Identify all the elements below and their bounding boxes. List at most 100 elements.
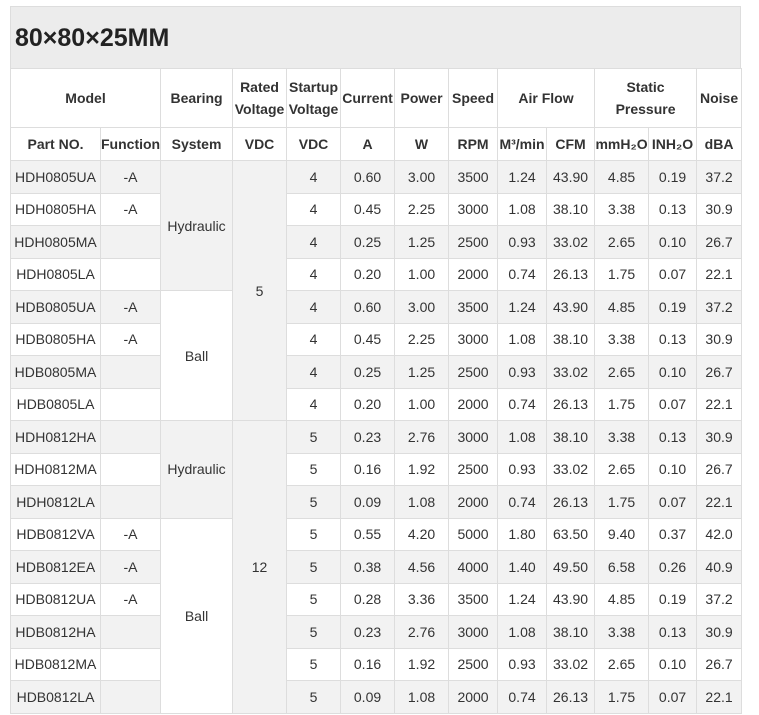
rated-voltage: 5 — [232, 160, 288, 421]
header-cell: Static Pressure — [594, 68, 698, 128]
table-row: HDB0805UA -A Ball 4 0.60 3.00 3500 1.24 43.90 4.8… — [10, 290, 743, 421]
value: 3000 — [448, 192, 499, 226]
bearing-system: Hydraulic — [160, 160, 234, 291]
value: 0.38 — [340, 550, 396, 584]
function — [99, 615, 162, 649]
value: 3.38 — [594, 615, 650, 649]
value: 2.76 — [394, 615, 450, 649]
value: 4.85 — [594, 582, 650, 616]
table-row: HDB0812EA -A 5 0.38 4.56 4000 1.40 49.50 6.58 0.2… — [10, 550, 743, 584]
value: 26.13 — [546, 257, 596, 291]
value: 22.1 — [696, 387, 743, 421]
table-row: HDH0812HA Hydraulic 12 5 0.23 2.76 3000 1.08 38.… — [10, 420, 743, 714]
header-cell: System — [160, 127, 234, 161]
value: 37.2 — [696, 160, 743, 194]
table-row: HDB0812VA -A Ball 5 0.55 4.20 5000 1.80 63.50 9.4… — [10, 517, 743, 714]
value: 0.10 — [648, 452, 698, 486]
value: 4.85 — [594, 160, 650, 194]
value: 5 — [286, 647, 342, 681]
header-cell: RPM — [448, 127, 499, 161]
value: 3.00 — [394, 160, 450, 194]
value: 1.08 — [497, 322, 548, 356]
value: 1.24 — [497, 290, 548, 324]
value: 33.02 — [546, 355, 596, 389]
value: 0.09 — [340, 485, 396, 519]
bearing-system: Ball — [160, 517, 234, 714]
value: 2000 — [448, 387, 499, 421]
value: 1.75 — [594, 387, 650, 421]
value: 1.92 — [394, 452, 450, 486]
function — [99, 680, 162, 714]
value: 4 — [286, 257, 342, 291]
value: 3500 — [448, 290, 499, 324]
header-cell: mmH₂O — [594, 127, 650, 161]
value: 0.37 — [648, 517, 698, 551]
value: 26.7 — [696, 452, 743, 486]
table-row: HDH0812MA 5 0.16 1.92 2500 0.93 33.02 2.65 0.10 2… — [10, 452, 743, 486]
value: 0.19 — [648, 290, 698, 324]
part-no: HDB0812VA — [10, 517, 101, 551]
value: 0.16 — [340, 647, 396, 681]
part-no: HDB0805LA — [10, 387, 101, 421]
value: 2.76 — [394, 420, 450, 454]
value: 2.65 — [594, 452, 650, 486]
function: -A — [99, 160, 162, 194]
value: 5 — [286, 485, 342, 519]
value: 3000 — [448, 322, 499, 356]
bearing-system: Ball — [160, 290, 234, 421]
value: 2500 — [448, 647, 499, 681]
value: 63.50 — [546, 517, 596, 551]
value: 2500 — [448, 452, 499, 486]
value: 38.10 — [546, 192, 596, 226]
value: 5 — [286, 680, 342, 714]
table-row: Model Bearing Rated Voltage Startup Voltage… — [9, 68, 743, 128]
header-cell: Part NO. — [10, 127, 101, 161]
header-cell: Speed — [448, 68, 499, 128]
function: -A — [99, 517, 162, 551]
header-cell: A — [340, 127, 396, 161]
table-row: HDB0812LA 5 0.09 1.08 2000 0.74 26.13 1.75 0.07 2… — [10, 680, 743, 714]
value: 0.45 — [340, 192, 396, 226]
header-cell: VDC — [232, 127, 288, 161]
value: 5000 — [448, 517, 499, 551]
value: 0.19 — [648, 160, 698, 194]
value: 33.02 — [546, 225, 596, 259]
header-cell: Current — [340, 68, 396, 128]
table-row: HDH0805MA 4 0.25 1.25 2500 0.93 33.02 2.65 0.10 2… — [10, 225, 743, 259]
value: 1.00 — [394, 257, 450, 291]
value: 49.50 — [546, 550, 596, 584]
value: 2.65 — [594, 647, 650, 681]
value: 2000 — [448, 485, 499, 519]
part-no: HDB0812EA — [10, 550, 101, 584]
value: 3.38 — [594, 322, 650, 356]
value: 0.20 — [340, 387, 396, 421]
value: 4 — [286, 225, 342, 259]
part-no: HDH0805MA — [10, 225, 101, 259]
function — [99, 387, 162, 421]
table-row: HDB0812UA -A 5 0.28 3.36 3500 1.24 43.90 4.85 0.1… — [10, 582, 743, 616]
value: 1.75 — [594, 257, 650, 291]
header-cell: VDC — [286, 127, 342, 161]
value: 4 — [286, 192, 342, 226]
part-no: HDB0805UA — [10, 290, 101, 324]
value: 0.13 — [648, 420, 698, 454]
table-row: HDH0812LA 5 0.09 1.08 2000 0.74 26.13 1.75 0.07 2… — [10, 485, 743, 519]
value: 1.24 — [497, 582, 548, 616]
value: 1.08 — [497, 615, 548, 649]
value: 0.93 — [497, 355, 548, 389]
value: 22.1 — [696, 257, 743, 291]
value: 0.93 — [497, 647, 548, 681]
function: -A — [99, 290, 162, 324]
part-no: HDB0812HA — [10, 615, 101, 649]
function — [99, 647, 162, 681]
value: 2.65 — [594, 225, 650, 259]
value: 38.10 — [546, 322, 596, 356]
value: 0.93 — [497, 452, 548, 486]
value: 30.9 — [696, 322, 743, 356]
value: 43.90 — [546, 582, 596, 616]
table-row: HDH0805UA -A Hydraulic 5 4 0.60 3.00 3500 1.24 43… — [10, 160, 743, 421]
value: 6.58 — [594, 550, 650, 584]
value: 0.07 — [648, 257, 698, 291]
part-no: HDH0812LA — [10, 485, 101, 519]
part-no: HDB0805MA — [10, 355, 101, 389]
